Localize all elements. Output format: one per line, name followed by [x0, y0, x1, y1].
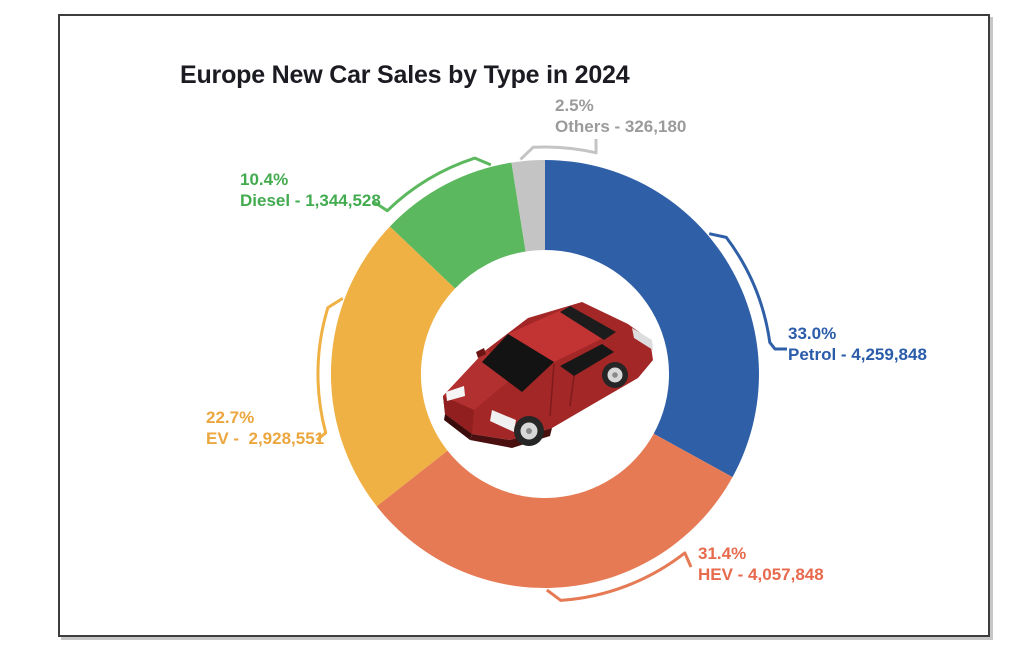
callout-bracket-others	[519, 138, 598, 161]
donut-segment-ev	[330, 226, 456, 507]
callout-bracket-ev	[316, 297, 344, 442]
donut-segment-hev	[376, 433, 733, 588]
segment-value: HEV - 4,057,848	[698, 565, 824, 584]
segment-percent: 22.7%	[206, 408, 255, 427]
car-front-wheel	[514, 416, 544, 446]
donut-segment-petrol	[545, 160, 759, 478]
donut-segment-others	[511, 159, 545, 252]
car-body-group	[443, 302, 653, 448]
donut-segment-diesel	[389, 162, 526, 289]
callout-bracket-diesel	[373, 156, 492, 213]
segment-value: EV - 2,928,551	[206, 429, 325, 448]
segment-percent: 33.0%	[788, 324, 837, 343]
segment-percent: 2.5%	[555, 96, 594, 115]
segment-percent: 31.4%	[698, 544, 747, 563]
segment-value: Diesel - 1,344,528	[240, 191, 381, 210]
segment-label-petrol: 33.0% Petrol - 4,259,848	[788, 323, 927, 365]
segment-value: Petrol - 4,259,848	[788, 345, 927, 364]
segment-label-ev: 22.7% EV - 2,928,551	[206, 407, 324, 449]
segment-label-diesel: 10.4% Diesel - 1,344,528	[240, 169, 381, 211]
segment-percent: 10.4%	[240, 170, 289, 189]
chart-title: Europe New Car Sales by Type in 2024	[180, 61, 630, 89]
segment-label-hev: 31.4% HEV - 4,057,848	[698, 543, 824, 585]
segment-label-others: 2.5% Others - 326,180	[555, 95, 686, 137]
callout-bracket-petrol	[708, 232, 787, 351]
callout-bracket-hev	[546, 551, 693, 602]
segment-value: Others - 326,180	[555, 117, 687, 136]
car-rear-wheel	[602, 362, 628, 388]
red-car-illustration	[443, 302, 653, 448]
